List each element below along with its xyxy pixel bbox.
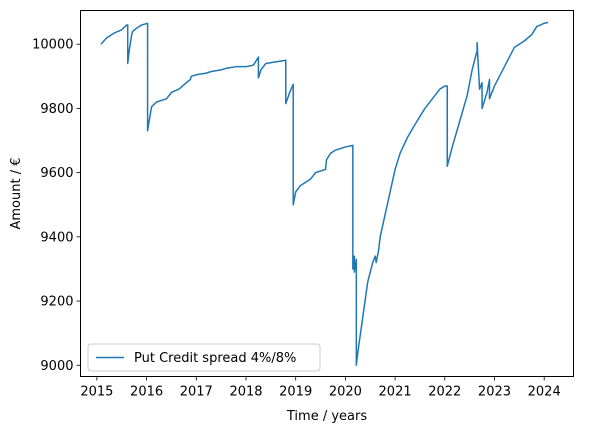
x-tick-label: 2022	[428, 385, 461, 400]
series-line	[100, 21, 549, 367]
x-tick-label: 2020	[329, 385, 362, 400]
legend-box	[87, 343, 321, 372]
x-tick-label: 2019	[279, 385, 312, 400]
y-tick-label: 9600	[40, 166, 73, 181]
y-tick-label: 9000	[40, 359, 73, 374]
x-tick-label: 2018	[229, 385, 262, 400]
x-tick-label: 2017	[180, 385, 213, 400]
x-tick-label: 2015	[80, 385, 113, 400]
y-tick-label: 9200	[40, 295, 73, 310]
x-axis-label: Time / years	[286, 409, 367, 424]
x-axis-ticks: 2015 2016 2017 2018 2019 2020 2021 2022 2023 2024	[80, 376, 561, 400]
x-tick-label: 2016	[130, 385, 163, 400]
y-axis-label: Amount / €	[9, 157, 24, 229]
y-tick-label: 9400	[40, 230, 73, 245]
legend: Put Credit spread 4%/8%	[87, 343, 321, 372]
y-tick-label: 9800	[40, 102, 73, 117]
x-tick-label: 2024	[528, 385, 561, 400]
x-tick-label: 2021	[379, 385, 412, 400]
y-axis-ticks: 9000 9200 9400 9600 9800 10000	[32, 38, 81, 374]
plot-area-frame	[80, 10, 574, 377]
x-tick-label: 2023	[478, 385, 511, 400]
y-tick-label: 10000	[32, 38, 73, 53]
legend-series-label: Put Credit spread 4%/8%	[134, 351, 296, 366]
